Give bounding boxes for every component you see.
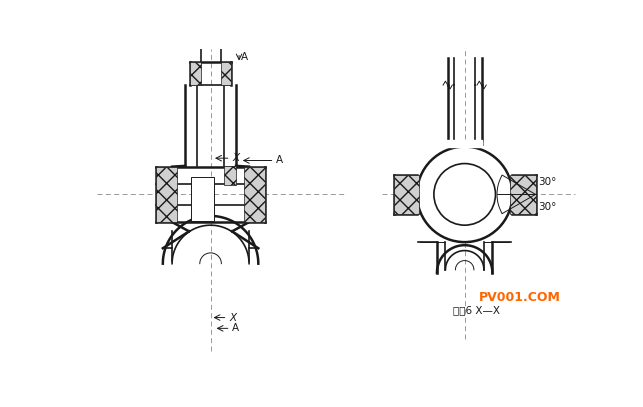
Bar [190,62,201,85]
Circle shape [417,147,512,242]
Bar [192,177,214,221]
Text: 剖覙6 X—X: 剖覙6 X—X [453,305,500,315]
Bar [244,166,266,222]
Text: 30°: 30° [539,177,557,187]
Text: A: A [241,53,248,62]
Circle shape [434,164,496,225]
Text: A: A [276,155,283,166]
Text: X: X [229,313,236,323]
Bar [221,62,231,85]
Bar [510,175,536,214]
Bar [224,166,236,185]
Text: A: A [232,323,239,333]
Text: PV001.COM: PV001.COM [478,291,561,304]
Bar [394,175,419,214]
Text: 30°: 30° [539,202,557,212]
Bar [156,166,177,222]
Text: X: X [232,153,239,163]
